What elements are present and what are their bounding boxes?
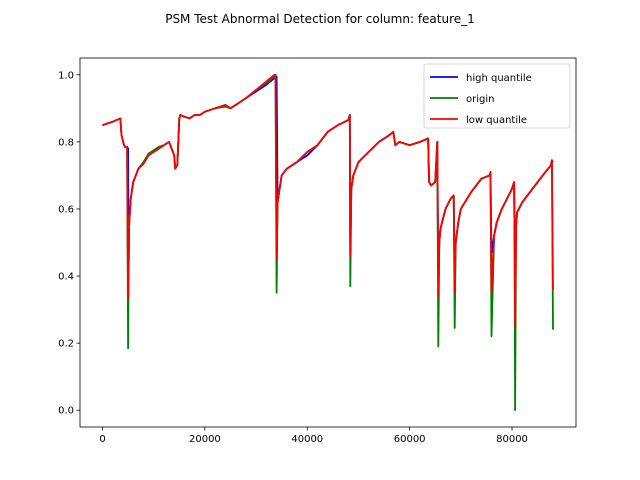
y-tick-label: 1.0	[58, 70, 74, 81]
chart-title: PSM Test Abnormal Detection for column: …	[165, 12, 475, 26]
series-low-quantile-line	[102, 73, 554, 328]
legend-box	[423, 63, 571, 129]
y-axis: 0.0 0.2 0.4 0.6 0.8 1.0	[58, 70, 80, 417]
legend-item-low-quantile: low quantile	[430, 115, 527, 126]
y-tick-label: 0.4	[58, 272, 74, 283]
legend-item-origin: origin	[430, 94, 494, 105]
x-tick-label: 20000	[189, 434, 221, 445]
x-tick-label: 40000	[291, 434, 323, 445]
axes-frame	[79, 57, 577, 428]
x-tick-label: 60000	[394, 434, 426, 445]
x-axis: 0 20000 40000 60000 80000	[99, 427, 528, 445]
legend: high quantile origin low quantile	[423, 63, 571, 129]
legend-label: low quantile	[466, 115, 527, 126]
legend-label: high quantile	[466, 73, 532, 84]
y-tick-label: 0.2	[58, 339, 74, 350]
y-tick-label: 0.6	[58, 204, 74, 215]
y-tick-label: 0.0	[58, 406, 74, 417]
series-group	[102, 73, 554, 412]
legend-item-high-quantile: high quantile	[430, 73, 532, 84]
x-tick-label: 0	[99, 434, 105, 445]
x-tick-label: 80000	[496, 434, 528, 445]
legend-label: origin	[466, 94, 494, 105]
y-tick-label: 0.8	[58, 137, 74, 148]
